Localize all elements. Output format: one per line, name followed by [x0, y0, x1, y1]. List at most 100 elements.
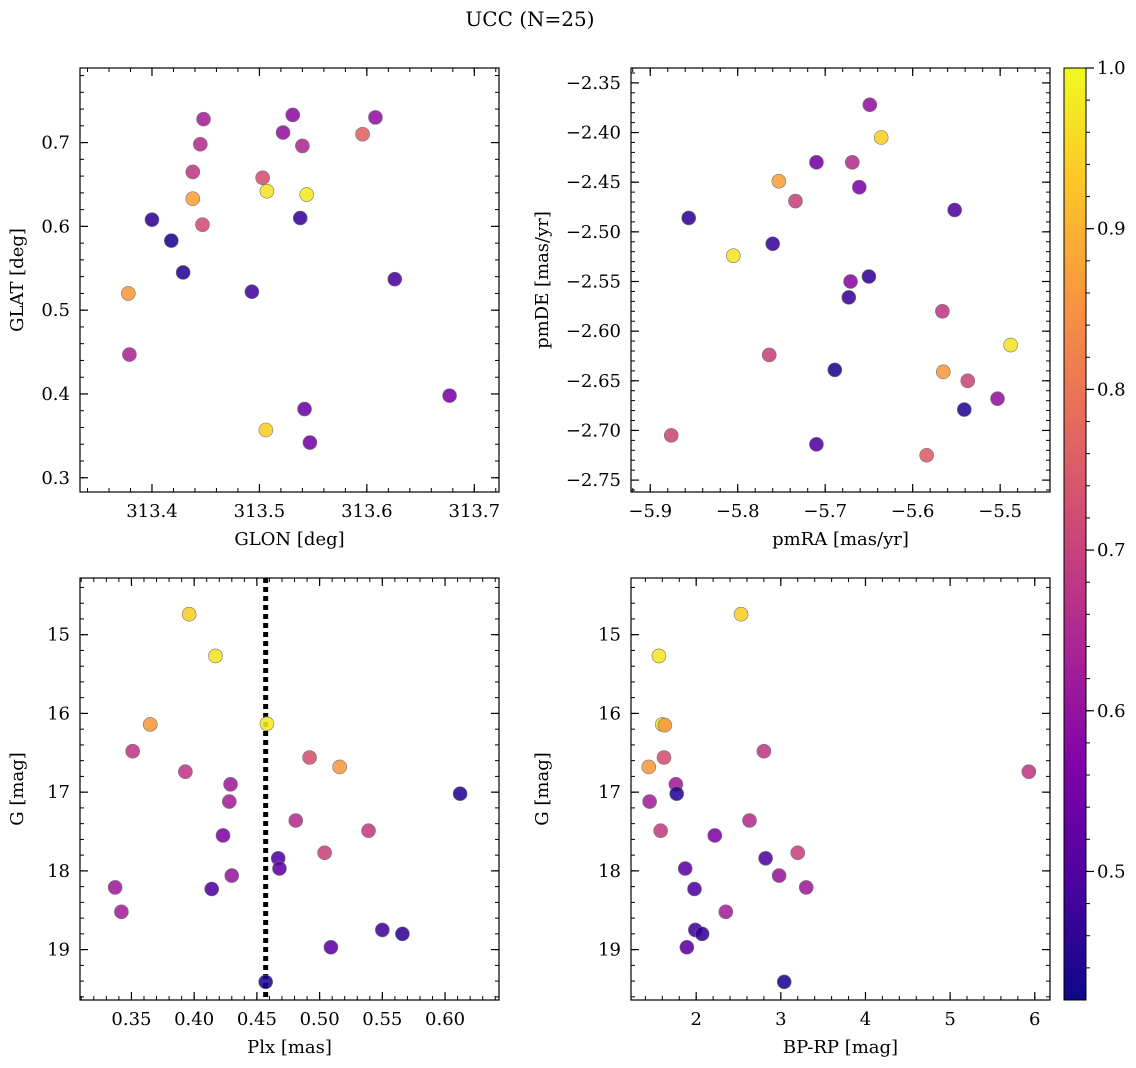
data-point: [679, 939, 695, 955]
y-tick-label: 15: [47, 625, 70, 646]
x-tick-label: 313.4: [126, 501, 178, 522]
data-point: [317, 845, 332, 861]
data-point: [244, 284, 260, 300]
data-point: [707, 828, 723, 843]
data-point: [164, 233, 179, 248]
data-point: [771, 173, 787, 189]
panel-plx-g: 0.35 0.40 0.45 0.50 0.55 0.60 15 16 17 18 19 Plx [m…: [7, 577, 500, 1058]
data-point: [687, 881, 702, 897]
y-tick-label: 16: [598, 703, 621, 724]
data-point: [758, 850, 773, 866]
x-tick-label: 0.55: [362, 1009, 402, 1030]
y-tick-label: 18: [47, 861, 70, 882]
x-tick-label: 2: [690, 1009, 701, 1030]
data-point: [642, 794, 657, 809]
data-point: [193, 136, 208, 152]
data-point: [919, 447, 934, 463]
data-point: [809, 437, 824, 452]
plot-area: [631, 68, 1050, 492]
data-point: [323, 939, 339, 955]
x-tick-label: 0.40: [174, 1009, 214, 1030]
y-tick-label: −2.35: [566, 73, 621, 94]
data-point: [641, 759, 657, 775]
data-point: [288, 813, 304, 828]
x-axis-label: BP-RP [mag]: [783, 1037, 898, 1058]
x-tick-label: 313.6: [341, 501, 393, 522]
x-tick-label: 0.45: [237, 1009, 277, 1030]
y-tick-label: −2.65: [566, 371, 621, 392]
data-point: [195, 217, 210, 232]
x-tick-label: −5.6: [891, 501, 935, 522]
data-point: [259, 716, 275, 731]
x-tick-label: 313.5: [234, 501, 286, 522]
x-tick-label: 5: [944, 1009, 955, 1030]
data-point: [114, 904, 129, 920]
data-point: [275, 125, 291, 140]
x-tick-label: 3: [775, 1009, 786, 1030]
x-axis-label: GLON [deg]: [234, 529, 344, 550]
data-point: [208, 648, 223, 664]
y-tick-label: −2.45: [566, 172, 621, 193]
colorbar-tick-label: 0.5: [1097, 861, 1126, 882]
data-point: [395, 926, 410, 942]
data-point: [122, 347, 137, 362]
y-tick-label: 16: [47, 703, 70, 724]
data-point: [788, 193, 803, 209]
x-axis-label: pmRA [mas/yr]: [772, 529, 909, 550]
colorbar-tick-label: 0.9: [1097, 219, 1126, 240]
data-point: [694, 926, 710, 942]
data-point: [204, 881, 220, 897]
plot-area: [80, 578, 499, 1000]
y-tick-label: 0.5: [41, 300, 70, 321]
y-tick-label: −2.40: [566, 123, 621, 144]
y-tick-label: 0.7: [41, 133, 70, 154]
data-point: [107, 880, 123, 895]
data-point: [852, 179, 867, 195]
colorbar-tick-label: 0.6: [1097, 701, 1126, 722]
data-point: [125, 743, 140, 759]
data-point: [285, 107, 301, 123]
data-point: [442, 388, 457, 403]
data-point: [302, 750, 317, 765]
x-tick-label: −5.5: [978, 501, 1022, 522]
data-point: [771, 868, 787, 883]
x-tick-label: 6: [1029, 1009, 1040, 1030]
data-point: [765, 236, 781, 252]
colorbar-tick-label: 0.7: [1097, 540, 1126, 561]
x-tick-label: 313.7: [449, 501, 501, 522]
data-point: [178, 764, 193, 779]
data-point: [185, 191, 201, 207]
data-point: [798, 880, 814, 895]
data-point: [259, 183, 275, 199]
data-point: [742, 813, 757, 828]
y-axis-label: G [mag]: [7, 752, 28, 825]
colorbar-tick-label: 1.0: [1097, 58, 1126, 79]
data-point: [144, 212, 160, 227]
data-point: [733, 606, 749, 622]
panel-glon-glat: 313.4 313.5 313.6 313.7 0.3 0.4 0.5 0.6 0.7 GLON …: [7, 67, 501, 550]
data-point: [375, 922, 390, 938]
data-point: [843, 274, 858, 289]
data-point: [873, 130, 889, 145]
y-tick-label: 19: [598, 940, 621, 961]
data-point: [841, 290, 857, 305]
data-point: [862, 97, 878, 113]
data-point: [258, 422, 274, 438]
data-point: [215, 828, 231, 843]
figure-title: UCC (N=25): [465, 7, 594, 31]
data-point: [861, 269, 877, 284]
data-point: [947, 202, 962, 218]
y-tick-label: 17: [47, 782, 70, 803]
data-point: [368, 110, 383, 125]
y-tick-label: 0.3: [41, 468, 70, 489]
y-tick-label: 17: [598, 782, 621, 803]
x-tick-label: 0.35: [111, 1009, 151, 1030]
y-tick-label: 0.6: [41, 216, 70, 237]
data-point: [299, 187, 314, 202]
y-tick-label: −2.75: [566, 470, 621, 491]
data-point: [258, 974, 273, 990]
data-point: [809, 155, 824, 170]
data-point: [175, 265, 191, 280]
data-point: [960, 373, 976, 389]
plot-frame: [79, 577, 500, 1001]
